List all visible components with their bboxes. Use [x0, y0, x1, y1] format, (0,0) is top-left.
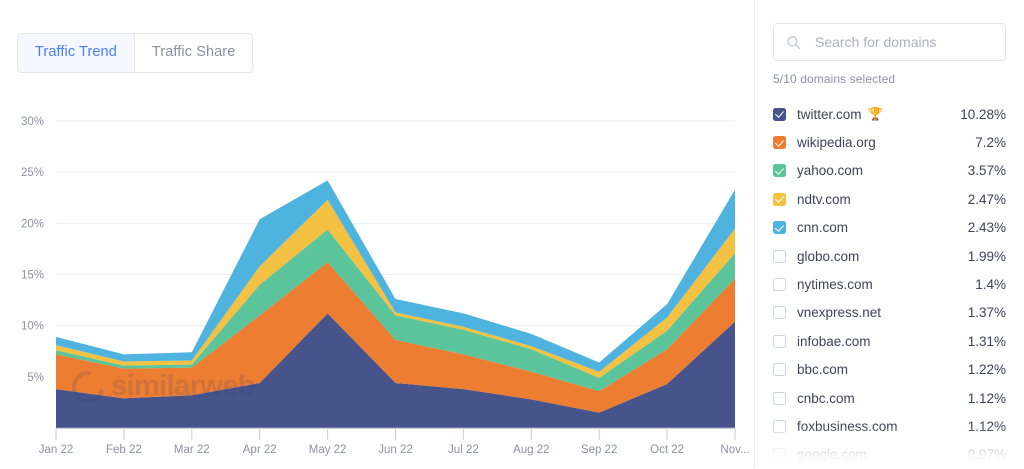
- svg-text:May 22: May 22: [309, 444, 347, 456]
- domain-traffic-share-value: 10.28%: [960, 106, 1006, 122]
- domain-checkbox[interactable]: [773, 278, 786, 292]
- domain-name: vnexpress.net: [797, 305, 882, 321]
- domain-name: google.com: [797, 447, 867, 463]
- domain-name: infobae.com: [797, 333, 871, 349]
- domain-name: cnn.com: [797, 220, 849, 236]
- domain-checkbox[interactable]: [773, 249, 786, 263]
- domain-row[interactable]: cnn.com 2.43%: [773, 214, 1006, 242]
- domain-name: foxbusiness.com: [797, 418, 898, 434]
- domain-checkbox[interactable]: [773, 306, 786, 320]
- svg-text:Jun 22: Jun 22: [378, 444, 413, 456]
- domain-row[interactable]: foxbusiness.com 1.12%: [773, 412, 1006, 440]
- domain-name: twitter.com: [797, 106, 862, 122]
- domain-checkbox[interactable]: [773, 192, 786, 206]
- domain-row[interactable]: globo.com 1.99%: [773, 242, 1006, 270]
- tab-traffic-share[interactable]: Traffic Share: [134, 34, 253, 72]
- domain-name: yahoo.com: [797, 163, 864, 179]
- area-series-yahoo-com: [56, 229, 735, 392]
- domain-checkbox[interactable]: [773, 363, 786, 377]
- domain-row[interactable]: infobae.com 1.31%: [773, 327, 1006, 355]
- svg-text:Nov...: Nov...: [720, 444, 749, 456]
- domain-name: cnbc.com: [797, 390, 855, 406]
- svg-text:Aug 22: Aug 22: [513, 444, 549, 456]
- svg-text:Jan 22: Jan 22: [39, 444, 74, 456]
- selected-domains-count: 5/10 domains selected: [773, 72, 896, 86]
- view-tabs: Traffic Trend Traffic Share: [17, 33, 254, 73]
- domain-traffic-share-value: 1.37%: [967, 305, 1006, 321]
- svg-text:30%: 30%: [21, 116, 44, 128]
- domain-name: ndtv.com: [797, 191, 851, 207]
- svg-text:Mar 22: Mar 22: [174, 444, 210, 456]
- domain-traffic-share-value: 1.99%: [967, 248, 1006, 264]
- domain-row[interactable]: nytimes.com 1.4%: [773, 270, 1006, 298]
- search-icon: [787, 35, 801, 49]
- domain-checkbox[interactable]: [773, 334, 786, 348]
- domain-traffic-share-value: 0.97%: [967, 447, 1006, 463]
- similarweb-watermark: similarweb: [65, 364, 256, 409]
- domain-checkbox[interactable]: [773, 391, 786, 405]
- domain-name: globo.com: [797, 248, 860, 264]
- domain-row[interactable]: yahoo.com 3.57%: [773, 157, 1006, 185]
- domain-name: wikipedia.org: [797, 135, 876, 151]
- domain-traffic-share-value: 1.22%: [967, 362, 1006, 378]
- svg-text:10%: 10%: [21, 321, 44, 333]
- svg-text:25%: 25%: [21, 167, 44, 179]
- domain-checkbox[interactable]: [773, 221, 786, 235]
- domain-traffic-share-value: 2.43%: [967, 220, 1006, 236]
- domain-row[interactable]: ndtv.com 2.47%: [773, 185, 1006, 213]
- domain-traffic-share-value: 7.2%: [975, 135, 1006, 151]
- svg-text:5%: 5%: [27, 372, 44, 384]
- domain-name: bbc.com: [797, 362, 849, 378]
- svg-text:Sep 22: Sep 22: [581, 444, 617, 456]
- search-domains-box[interactable]: [773, 23, 1006, 61]
- svg-text:Oct 22: Oct 22: [650, 444, 684, 456]
- area-series-cnn-com: [56, 180, 735, 372]
- domain-traffic-share-value: 1.4%: [975, 277, 1006, 293]
- tab-traffic-trend[interactable]: Traffic Trend: [18, 34, 135, 72]
- search-input[interactable]: [813, 33, 993, 51]
- area-series-wikipedia-org: [56, 262, 735, 413]
- area-series-ndtv-com: [56, 199, 735, 378]
- domain-row[interactable]: bbc.com 1.22%: [773, 356, 1006, 384]
- area-series-twitter-com: [56, 313, 735, 428]
- domain-traffic-share-value: 1.31%: [967, 333, 1006, 349]
- similarweb-logo-icon: [65, 364, 111, 409]
- domain-list: twitter.com 🏆 10.28% wikipedia.org 7.2% yahoo…: [773, 100, 1006, 469]
- trophy-icon: 🏆: [867, 106, 884, 121]
- domain-name: nytimes.com: [797, 277, 873, 293]
- svg-text:Feb 22: Feb 22: [106, 444, 142, 456]
- domain-row[interactable]: cnbc.com 1.12%: [773, 384, 1006, 412]
- domain-checkbox[interactable]: [773, 419, 786, 433]
- svg-text:15%: 15%: [21, 270, 44, 282]
- domain-traffic-share-value: 1.12%: [967, 418, 1006, 434]
- domain-traffic-share-value: 2.47%: [967, 191, 1006, 207]
- domain-row[interactable]: vnexpress.net 1.37%: [773, 299, 1006, 327]
- svg-text:Apr 22: Apr 22: [243, 444, 277, 456]
- domain-checkbox[interactable]: [773, 107, 786, 121]
- watermark-label: similarweb: [111, 370, 256, 402]
- domain-traffic-share-value: 3.57%: [967, 163, 1006, 179]
- domain-checkbox[interactable]: [773, 448, 786, 462]
- domain-selector-pane: 5/10 domains selected twitter.com 🏆 10.28%…: [755, 0, 1024, 468]
- domain-row[interactable]: wikipedia.org 7.2%: [773, 128, 1006, 156]
- svg-text:Jul 22: Jul 22: [448, 444, 479, 456]
- domain-traffic-share-value: 1.12%: [967, 390, 1006, 406]
- domain-checkbox[interactable]: [773, 164, 786, 178]
- chart-pane: Traffic Trend Traffic Share 5% 10% 15% 20% 25…: [17, 0, 755, 468]
- domain-row[interactable]: google.com 0.97%: [773, 441, 1006, 469]
- domain-row[interactable]: twitter.com 🏆 10.28%: [773, 100, 1006, 128]
- svg-text:20%: 20%: [21, 218, 44, 230]
- domain-checkbox[interactable]: [773, 136, 786, 150]
